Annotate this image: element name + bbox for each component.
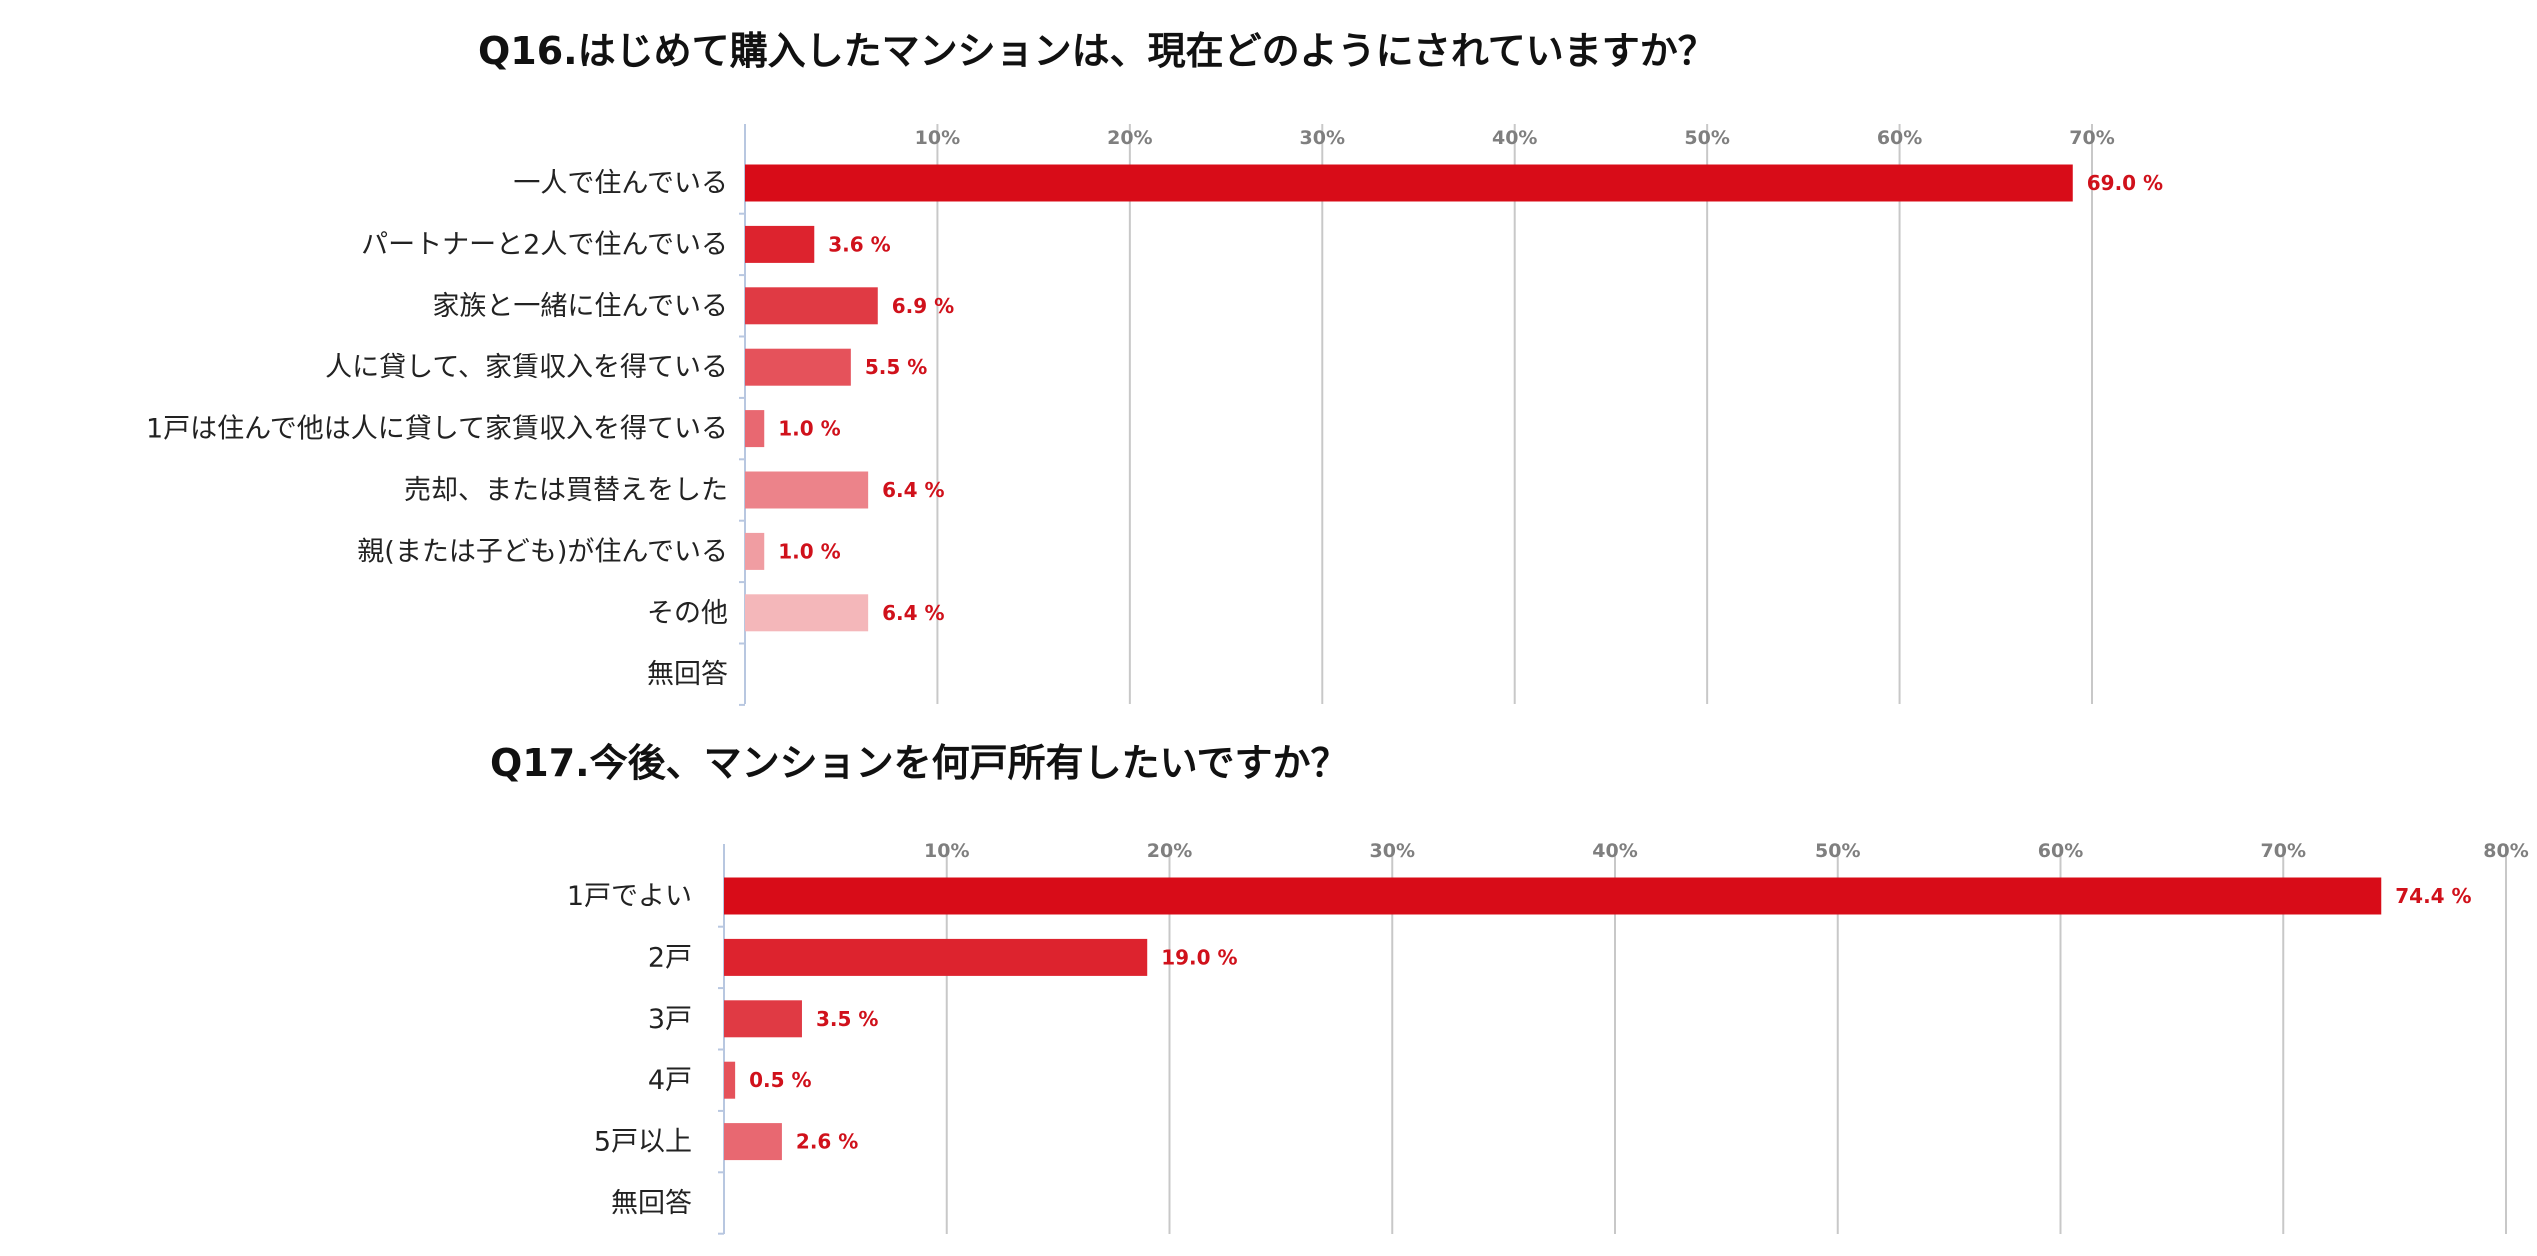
q16-category-label: 人に貸して、家賃収入を得ている [325, 352, 728, 383]
q17-tick-label: 50% [1815, 840, 1860, 862]
q16-category-label: 売却、または買替えをした [404, 475, 728, 506]
q17-value-label: 19.0 % [1161, 945, 1237, 969]
q17-tick-label: 70% [2261, 840, 2306, 862]
q16-bar [745, 594, 869, 632]
q16-tick-label: 70% [2069, 127, 2114, 149]
q17-bar [724, 1123, 782, 1161]
q17-value-label: 2.6 % [796, 1130, 858, 1154]
q16-bar [745, 532, 765, 570]
q17-bar [724, 1000, 802, 1038]
q16-chart: Q16.はじめて購入したマンションは、現在どのようにされていますか？ 10% 20… [146, 29, 2163, 706]
q17-category-label: 無回答 [611, 1188, 692, 1219]
q17-category-label: 3戸 [648, 1004, 692, 1035]
q16-tick-label: 10% [915, 127, 960, 149]
q16-value-label: 3.6 % [828, 232, 890, 256]
q16-category-label: パートナーと2人で住んでいる [361, 229, 728, 260]
q16-bar [745, 410, 765, 448]
q16-value-label: 6.4 % [882, 601, 944, 625]
q17-tick-label: 40% [1592, 840, 1637, 862]
q17-category-label: 2戸 [648, 942, 692, 973]
q17-tick-label: 80% [2483, 840, 2528, 862]
q16-bar [745, 164, 2073, 202]
q17-plot: 10% 20% 30% 40% 50% 60% 70% 80% 1戸でよい 74.4 % 2戸 19.… [567, 840, 2529, 1235]
q17-category-label: 4戸 [648, 1065, 692, 1096]
q16-tick-label: 40% [1492, 127, 1537, 149]
q17-chart: Q17.今後、マンションを何戸所有したいですか？ 10% 20% 30% 40% 50%… [0, 712, 2537, 1256]
q16-value-label: 5.5 % [865, 355, 927, 379]
q16-category-label: 無回答 [647, 659, 728, 690]
q17-bar [724, 938, 1148, 976]
q16-category-label: 一人で住んでいる [513, 168, 728, 199]
q17-tick-label: 20% [1147, 840, 1192, 862]
q16-value-label: 1.0 % [778, 539, 840, 563]
q16-tick-label: 20% [1107, 127, 1152, 149]
q16-bar [745, 225, 815, 263]
q16-tick-label: 60% [1877, 127, 1922, 149]
q16-category-label: 1戸は住んで他は人に貸して家賃収入を得ている [146, 414, 728, 445]
q17-tick-label: 30% [1370, 840, 1415, 862]
q17-tick-label: 10% [924, 840, 969, 862]
q16-category-label: 家族と一緒に住んでいる [432, 291, 728, 322]
q16-plot: 10% 20% 30% 40% 50% 60% 70% 一人で住んでいる 69.0 % パートナー… [146, 124, 2163, 706]
q17-title: Q17.今後、マンションを何戸所有したいですか？ [490, 741, 1349, 785]
q17-value-label: 0.5 % [749, 1068, 811, 1092]
q16-value-label: 1.0 % [778, 417, 840, 441]
q16-tick-label: 30% [1300, 127, 1345, 149]
q16-bar [745, 287, 878, 325]
q17-bar [724, 1061, 736, 1099]
q17-category-label: 1戸でよい [567, 881, 692, 912]
q16-bar [745, 471, 869, 509]
q16-category-label: その他 [647, 598, 728, 629]
q17-tick-label: 60% [2038, 840, 2083, 862]
q17-bar [724, 877, 2382, 915]
q17-value-label: 74.4 % [2395, 884, 2471, 908]
q17-value-label: 3.5 % [816, 1007, 878, 1031]
q16-value-label: 69.0 % [2087, 171, 2163, 195]
q16-value-label: 6.4 % [882, 478, 944, 502]
q16-tick-label: 50% [1684, 127, 1729, 149]
q16-title: Q16.はじめて購入したマンションは、現在どのようにされていますか？ [478, 29, 1716, 73]
q17-category-label: 5戸以上 [594, 1127, 692, 1158]
q16-category-label: 親(または子ども)が住んでいる [357, 536, 728, 567]
q16-bar [745, 348, 851, 386]
q16-value-label: 6.9 % [892, 294, 954, 318]
